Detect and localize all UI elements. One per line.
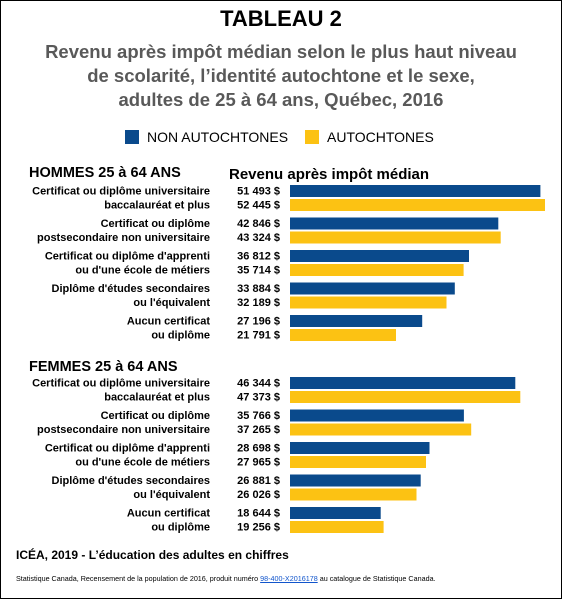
bar-non-autochtones <box>290 474 421 487</box>
category-label: postsecondaire non universitaire <box>37 424 210 436</box>
bar-autochtones <box>290 296 447 309</box>
value-label: 37 265 $ <box>237 424 280 436</box>
bar-autochtones <box>290 456 426 468</box>
category-label: ou diplôme <box>151 522 210 534</box>
bar-autochtones <box>290 329 396 341</box>
bar-non-autochtones <box>290 185 541 197</box>
chart-title: TABLEAU 2 <box>220 6 342 31</box>
value-label: 21 791 $ <box>237 330 280 342</box>
bar-non-autochtones <box>290 282 455 295</box>
value-label: 52 445 $ <box>237 200 280 212</box>
category-label: Certificat ou diplôme d'apprenti <box>45 443 210 455</box>
bar-non-autochtones <box>290 250 469 262</box>
category-label: Certificat ou diplôme <box>101 410 210 422</box>
value-label: 19 256 $ <box>237 522 280 534</box>
value-label: 27 196 $ <box>237 316 280 328</box>
value-label: 46 344 $ <box>237 378 280 390</box>
category-label: ou l'équivalent <box>133 489 210 501</box>
category-label: Certificat ou diplôme <box>101 218 210 230</box>
legend-item-autochtones: AUTOCHTONES <box>305 127 434 147</box>
footer-note-suffix: au catalogue de Statistique Canada. <box>317 574 436 583</box>
bar-non-autochtones <box>290 217 499 230</box>
chart-subtitle: Revenu après impôt médian selon le plus … <box>0 40 562 112</box>
value-label: 33 884 $ <box>237 283 280 295</box>
value-label: 35 766 $ <box>237 410 280 422</box>
bar-autochtones <box>290 391 521 403</box>
section-label-femmes: FEMMES 25 à 64 ANS <box>29 359 178 375</box>
value-label: 26 026 $ <box>237 489 280 501</box>
category-label: Certificat ou diplôme d'apprenti <box>45 251 210 263</box>
bar-non-autochtones <box>290 442 430 454</box>
catalogue-link[interactable]: 98-400-X2016178 <box>260 574 318 583</box>
value-label: 35 714 $ <box>237 265 280 277</box>
legend-item-non-autochtones: NON AUTOCHTONES <box>125 127 288 147</box>
category-label: Certificat ou diplôme universitaire <box>32 378 210 390</box>
bar-non-autochtones <box>290 507 381 519</box>
legend-label-autochtones: AUTOCHTONES <box>327 129 434 145</box>
value-label: 43 324 $ <box>237 232 280 244</box>
category-label: Diplôme d'études secondaires <box>52 475 211 487</box>
value-axis-title: Revenu après impôt médian <box>229 166 429 183</box>
value-label: 26 881 $ <box>237 475 280 487</box>
legend: NON AUTOCHTONES AUTOCHTONES <box>0 127 562 147</box>
bar-non-autochtones <box>290 315 423 327</box>
value-label: 36 812 $ <box>237 251 280 263</box>
value-label: 18 644 $ <box>237 508 280 520</box>
value-label: 27 965 $ <box>237 457 280 469</box>
category-label: ou l'équivalent <box>133 297 210 309</box>
category-label: baccalauréat et plus <box>104 392 210 404</box>
legend-label-non-autochtones: NON AUTOCHTONES <box>147 129 289 145</box>
category-label: Aucun certificat <box>127 316 210 328</box>
legend-swatch-non-autochtones <box>125 130 139 144</box>
section-label-hommes: HOMMES 25 à 64 ANS <box>29 165 181 181</box>
value-label: 32 189 $ <box>237 297 280 309</box>
footer-note: Statistique Canada, Recensement de la po… <box>16 574 436 583</box>
bar-autochtones <box>290 423 472 436</box>
value-label: 42 846 $ <box>237 218 280 230</box>
category-label: Certificat ou diplôme universitaire <box>32 186 210 198</box>
bar-autochtones <box>290 264 464 276</box>
category-label: baccalauréat et plus <box>104 200 210 212</box>
category-label: Diplôme d'études secondaires <box>52 283 211 295</box>
subtitle-line-1: Revenu après impôt médian selon le plus … <box>45 41 517 62</box>
bar-non-autochtones <box>290 409 464 422</box>
subtitle-line-2: de scolarité, l’identité autochtone et l… <box>87 65 475 86</box>
bar-autochtones <box>290 199 545 211</box>
bar-autochtones <box>290 231 501 244</box>
category-label: postsecondaire non universitaire <box>37 232 210 244</box>
bar-non-autochtones <box>290 377 516 389</box>
category-label: ou diplôme <box>151 330 210 342</box>
value-label: 51 493 $ <box>237 186 280 198</box>
value-label: 28 698 $ <box>237 443 280 455</box>
bar-autochtones <box>290 488 417 501</box>
category-label: Aucun certificat <box>127 508 210 520</box>
category-label: ou d'une école de métiers <box>75 457 210 469</box>
value-label: 47 373 $ <box>237 392 280 404</box>
subtitle-line-3: adultes de 25 à 64 ans, Québec, 2016 <box>118 89 444 110</box>
legend-swatch-autochtones <box>305 130 319 144</box>
footer-note-prefix: Statistique Canada, Recensement de la po… <box>16 574 261 583</box>
bar-autochtones <box>290 521 384 533</box>
footer-source: ICÉA, 2019 - L’éducation des adultes en … <box>16 548 289 562</box>
category-label: ou d'une école de métiers <box>75 265 210 277</box>
